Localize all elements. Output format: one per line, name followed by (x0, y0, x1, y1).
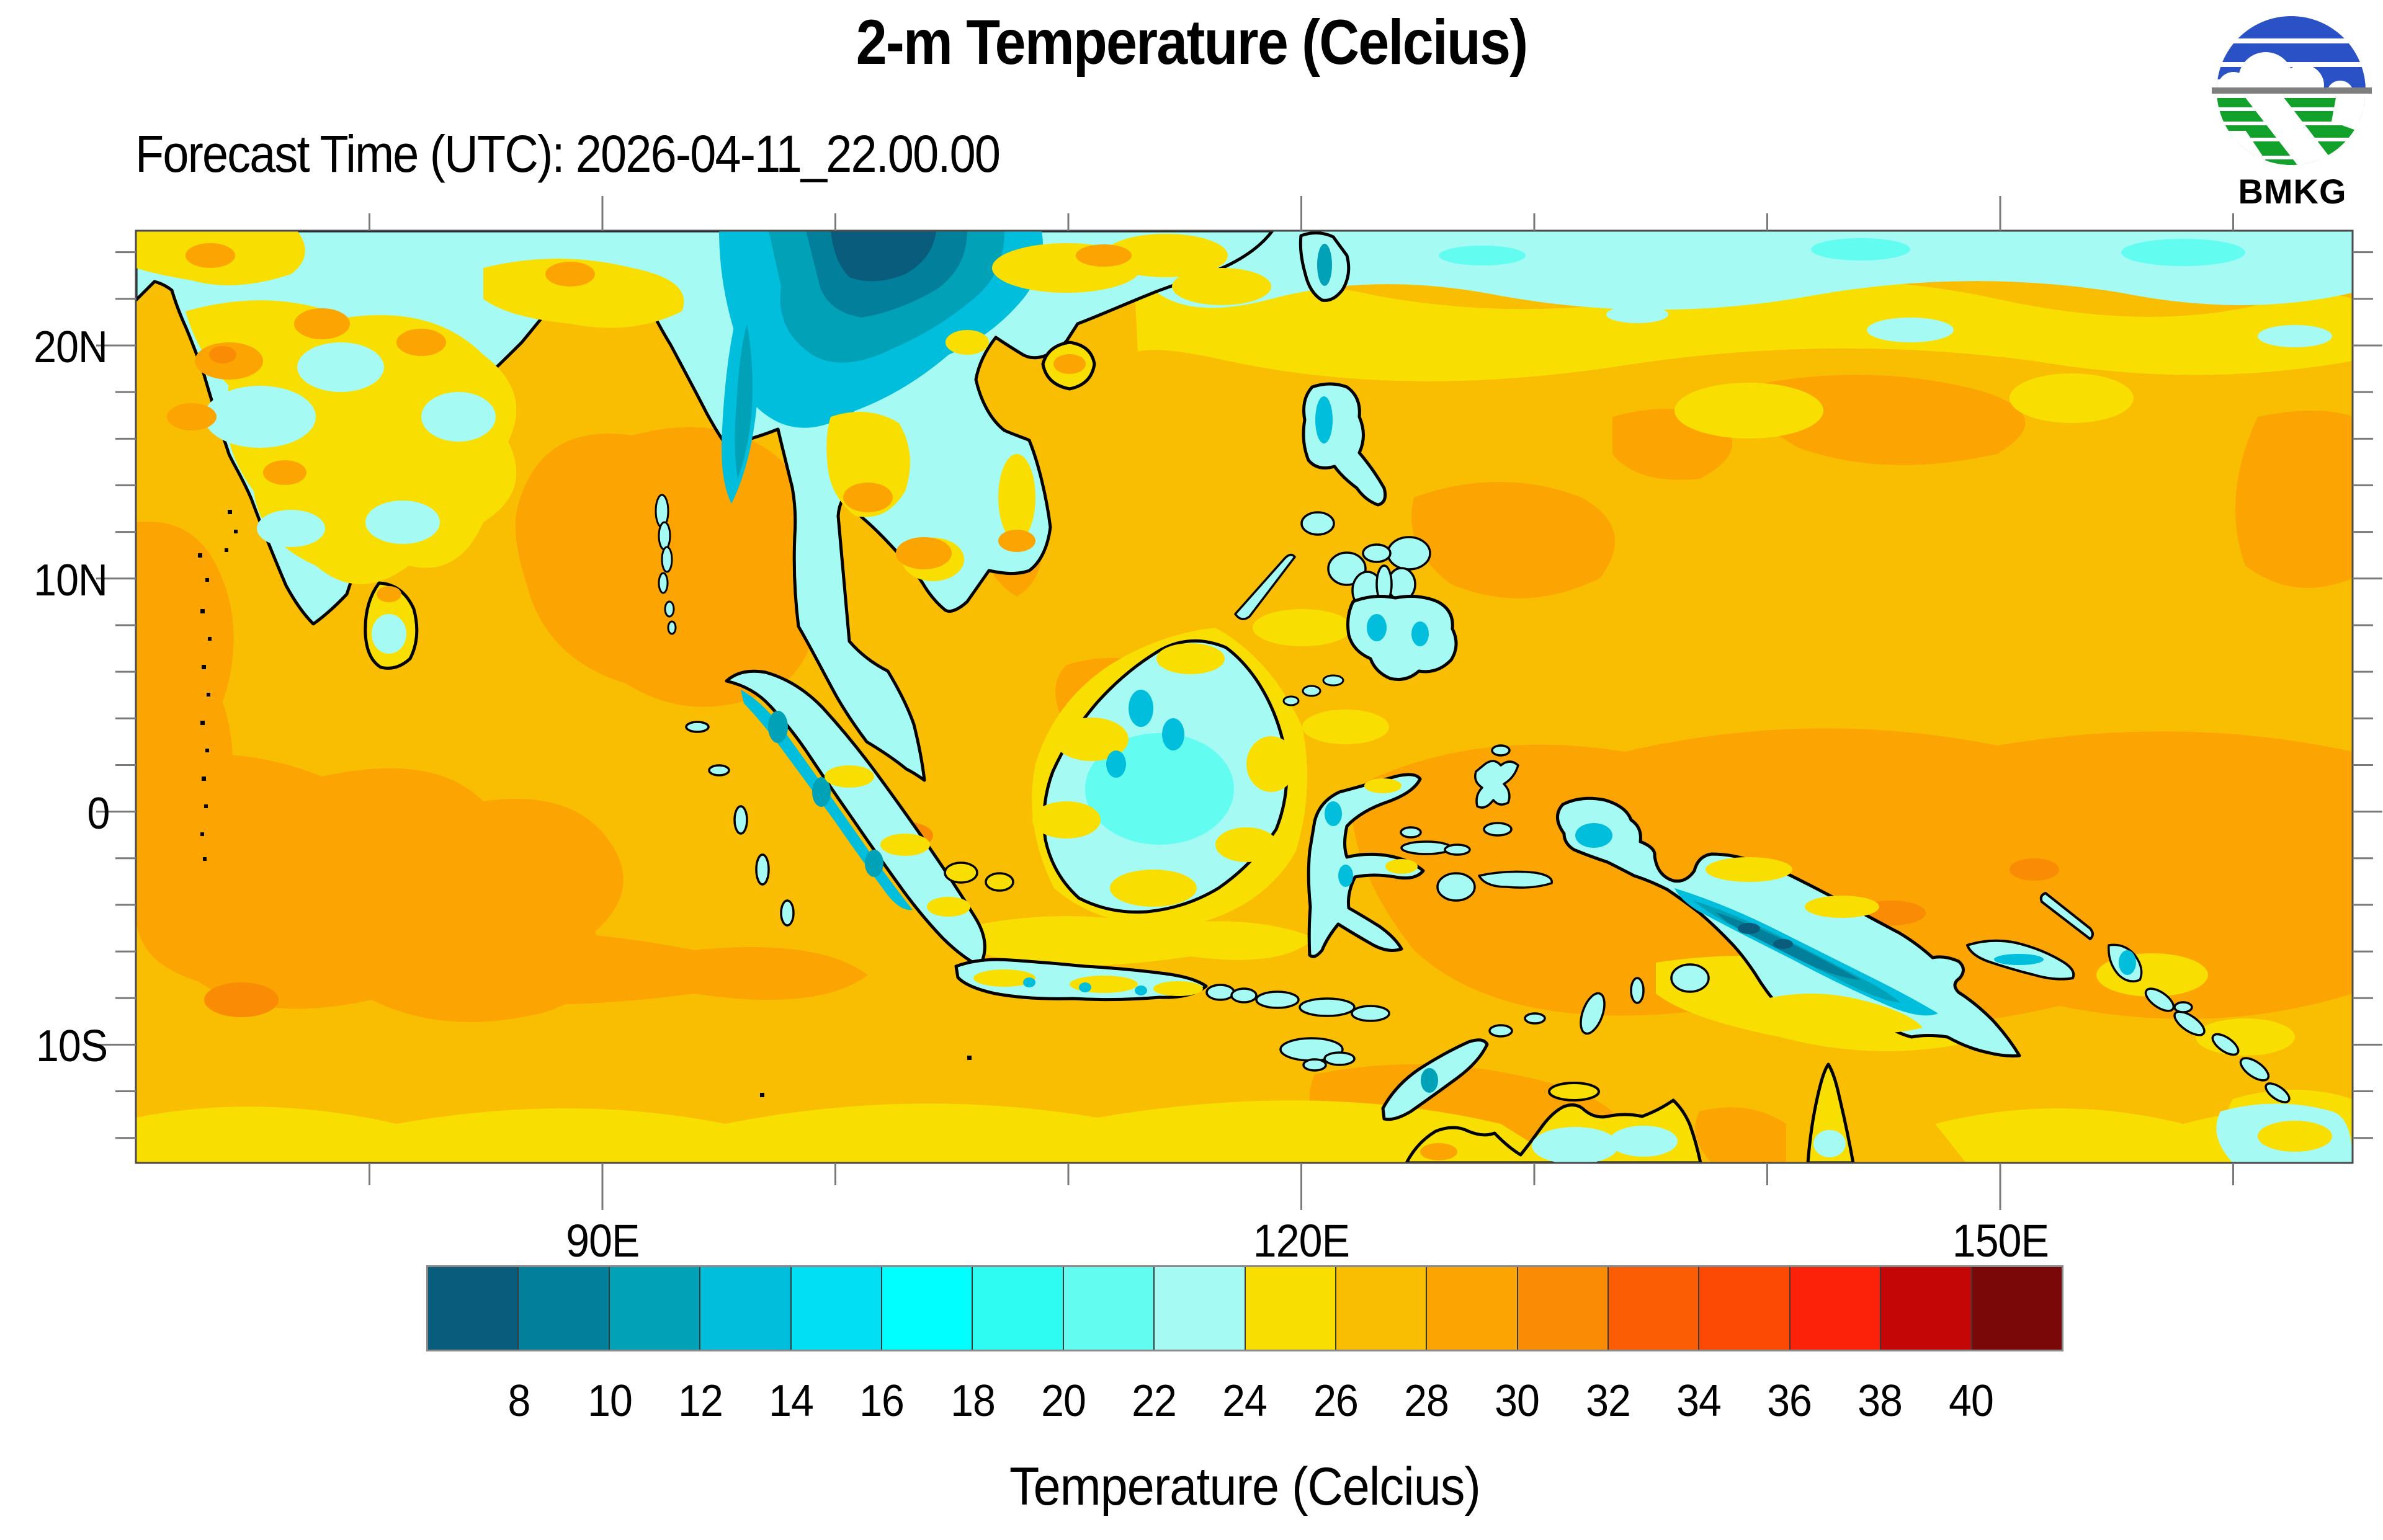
colorbar-cell-3 (700, 1267, 792, 1350)
bmkg-logo-text: BMKG (2238, 172, 2347, 211)
colorbar-cell-16 (1881, 1267, 1972, 1350)
colorbar (426, 1265, 2063, 1351)
colorbar-cell-15 (1790, 1267, 1882, 1350)
colorbar-cell-12 (1518, 1267, 1609, 1350)
colorbar-cell-0 (428, 1267, 519, 1350)
colorbar-title: Temperature (Celcius) (1009, 1457, 1481, 1516)
colorbar-tick-20: 20 (1041, 1376, 1086, 1426)
colorbar-tick-16: 16 (859, 1376, 905, 1426)
colorbar-cell-9 (1245, 1267, 1336, 1350)
colorbar-cell-14 (1699, 1267, 1791, 1350)
colorbar-tick-34: 34 (1676, 1376, 1722, 1426)
colorbar-cell-7 (1063, 1267, 1155, 1350)
lat-label-0: 0 (87, 788, 110, 839)
colorbar-tick-22: 22 (1132, 1376, 1177, 1426)
colorbar-cell-5 (882, 1267, 973, 1350)
map-area (136, 231, 2353, 1163)
page-title: 2-m Temperature (Celcius) (856, 7, 1528, 78)
forecast-time-label: Forecast Time (UTC): 2026-04-11_22.00.00 (135, 125, 1001, 183)
colorbar-tick-28: 28 (1404, 1376, 1449, 1426)
bmkg-logo-icon (2212, 16, 2372, 165)
lat-label-10S: 10S (35, 1021, 108, 1072)
colorbar-cell-4 (791, 1267, 882, 1350)
colorbar-cell-1 (519, 1267, 610, 1350)
colorbar-tick-38: 38 (1858, 1376, 1903, 1426)
colorbar-tick-36: 36 (1767, 1376, 1812, 1426)
colorbar-tick-8: 8 (507, 1376, 530, 1426)
colorbar-tick-26: 26 (1313, 1376, 1359, 1426)
colorbar-tick-32: 32 (1585, 1376, 1631, 1426)
colorbar-tick-12: 12 (677, 1376, 723, 1426)
lon-label-90E: 90E (565, 1215, 640, 1266)
colorbar-tick-30: 30 (1495, 1376, 1540, 1426)
colorbar-cell-2 (609, 1267, 701, 1350)
lat-label-10N: 10N (34, 555, 108, 605)
temperature-map (136, 231, 2353, 1163)
colorbar-cell-8 (1155, 1267, 1246, 1350)
colorbar-tick-40: 40 (1948, 1376, 1994, 1426)
colorbar-tick-18: 18 (950, 1376, 996, 1426)
colorbar-cell-6 (973, 1267, 1064, 1350)
colorbar-cell-10 (1336, 1267, 1428, 1350)
lon-label-150E: 150E (1952, 1215, 2049, 1266)
colorbar-cell-11 (1427, 1267, 1518, 1350)
colorbar-cell-17 (1972, 1267, 2062, 1350)
coastline-melville-island (1548, 1082, 1600, 1102)
lon-label-120E: 120E (1253, 1215, 1350, 1266)
colorbar-tick-24: 24 (1222, 1376, 1268, 1426)
colorbar-tick-10: 10 (587, 1376, 633, 1426)
logo-horizon-bar (2212, 87, 2372, 94)
lat-label-20N: 20N (34, 323, 108, 372)
colorbar-tick-14: 14 (769, 1376, 814, 1426)
colorbar-cell-13 (1609, 1267, 1700, 1350)
